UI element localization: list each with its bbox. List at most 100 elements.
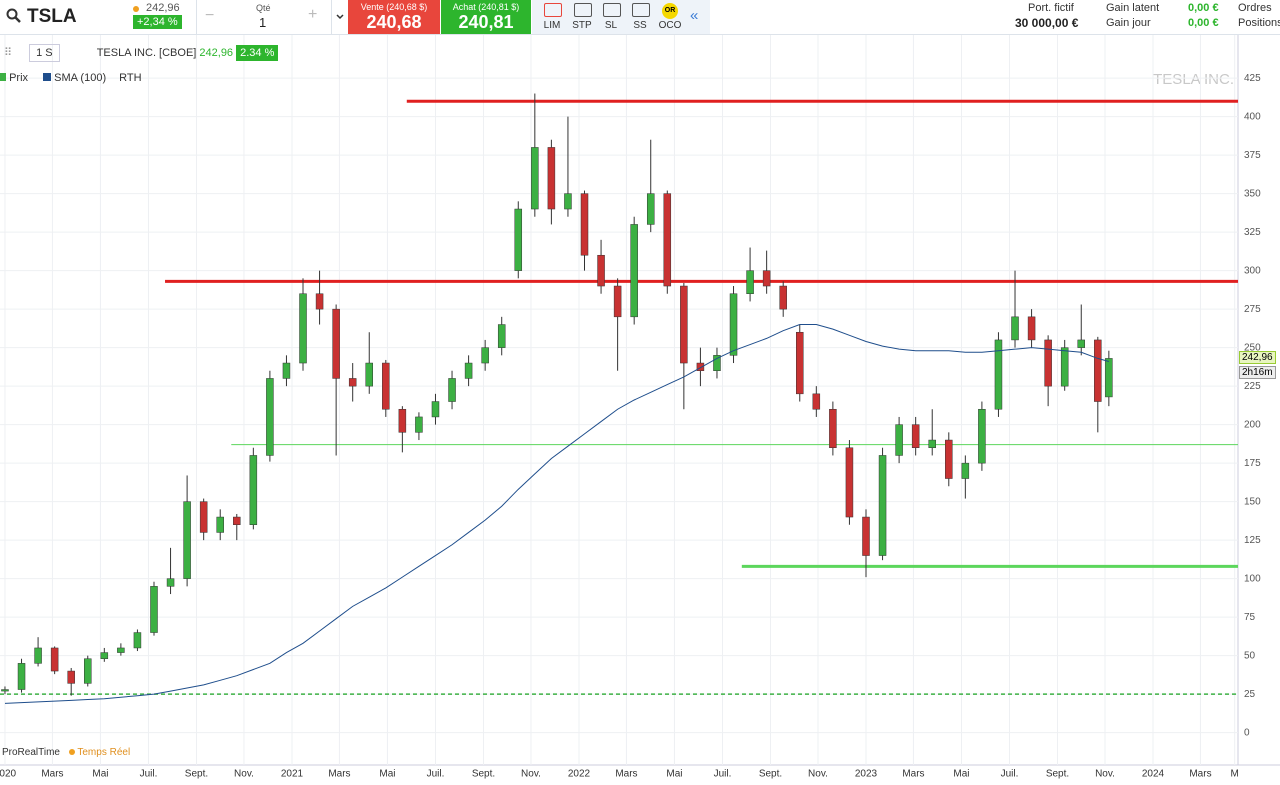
qty-plus[interactable]: + [308, 6, 318, 23]
y-tick-label: 275 [1244, 304, 1261, 315]
y-tick-label: 300 [1244, 265, 1261, 276]
y-tick-label: 50 [1244, 650, 1256, 661]
candle-body [829, 408, 837, 448]
order-type[interactable]: LIM [543, 20, 561, 31]
candle-body [845, 447, 854, 518]
candle-body [514, 208, 523, 271]
candle-body [199, 501, 208, 533]
order-types: LIM STP SL SS OR OCO « [532, 0, 710, 34]
x-tick-label: 2023 [855, 769, 878, 780]
collapse[interactable]: « [690, 7, 699, 24]
search-icon[interactable] [6, 8, 22, 24]
candle-body [1027, 316, 1036, 341]
x-tick-label: Mars [41, 769, 63, 780]
x-tick-label: Mai [953, 769, 969, 780]
symbol[interactable]: TSLA [27, 6, 77, 27]
candle-body [613, 285, 622, 318]
y-tick-label: 350 [1244, 188, 1261, 199]
candle-body [580, 193, 589, 256]
header: TSLA 242,96 +2,34 % − Qté 1 + Vente (240… [0, 0, 1280, 35]
orders-link[interactable]: Ordres [1238, 2, 1272, 14]
candle-body [17, 663, 26, 690]
latent-label: Gain latent [1106, 2, 1160, 14]
candle-body [332, 308, 340, 379]
candle-body [431, 401, 440, 418]
x-tick-label: Juil. [140, 769, 158, 780]
day-label: Gain jour [1106, 17, 1151, 29]
candle-body [183, 501, 191, 579]
plot [0, 93, 1238, 704]
y-tick-label: 375 [1244, 150, 1261, 161]
candle-body [762, 270, 771, 287]
candle-body [746, 270, 754, 294]
candle-body [266, 378, 274, 456]
candle-body [680, 285, 688, 364]
legend-entry[interactable]: Prix [9, 72, 29, 84]
qty[interactable]: 1 [259, 15, 267, 30]
order-type[interactable]: STP [572, 20, 592, 31]
x-tick-label: Nov. [1095, 769, 1115, 780]
buy-button[interactable]: Achat (240,81 $) 240,81 [441, 0, 531, 34]
candle-body [1077, 339, 1085, 348]
qty-minus[interactable]: − [205, 7, 215, 24]
ss-icon[interactable] [632, 3, 650, 17]
grid: 0 25 50 75 100 125 150 175 200 225 250 275 300 325 350… [0, 35, 1261, 780]
candle-body [67, 670, 75, 684]
candle-body [928, 439, 936, 448]
status-dot [133, 6, 139, 12]
x-tick-label: 2021 [281, 769, 304, 780]
y-tick-label: 225 [1244, 381, 1261, 392]
x-tick-label: Mars [1189, 769, 1211, 780]
lim-icon[interactable] [544, 3, 562, 17]
realtime: Temps Réel [77, 747, 131, 758]
candle-body [100, 652, 109, 659]
legend: Prix SMA (100) RTH [0, 72, 142, 84]
watermark: TESLA INC. [1153, 71, 1234, 88]
day-gain: 0,00 € [1188, 17, 1219, 29]
candle-body [166, 578, 175, 587]
positions-link[interactable]: Positions [1238, 17, 1280, 29]
sell-price: 240,68 [366, 12, 422, 32]
x-tick-label: Sept. [185, 769, 208, 780]
y-tick-label: 400 [1244, 111, 1261, 122]
candle-body [911, 424, 920, 448]
candle-body [978, 408, 986, 464]
order-type[interactable]: SS [633, 20, 647, 31]
y-tick-label: 425 [1244, 73, 1261, 84]
order-type[interactable]: SL [604, 20, 618, 31]
instrument: TESLA INC. [CBOE] [96, 47, 197, 59]
candle-body [895, 424, 903, 456]
sell-label: Vente (240,68 $) [360, 2, 428, 12]
stp-icon[interactable] [574, 3, 592, 17]
candle-body [133, 632, 142, 649]
x-tick-label: Nov. [521, 769, 541, 780]
y-tick-label: 100 [1244, 573, 1261, 584]
x-tick-label: Mai [666, 769, 682, 780]
candle-body [34, 647, 42, 664]
candle-body [729, 293, 738, 356]
candle-body [663, 193, 672, 287]
candle-body [282, 362, 291, 379]
last-price: 242,96 [146, 2, 180, 14]
candle-body [646, 193, 655, 225]
sell-button[interactable]: Vente (240,68 $) 240,68 [348, 0, 440, 34]
rth[interactable]: RTH [119, 72, 142, 84]
candle-body [315, 293, 324, 310]
dropdown[interactable] [331, 0, 348, 34]
candle-body [696, 362, 705, 371]
legend-entry[interactable]: SMA (100) [54, 72, 107, 84]
countdown: 2h16m [1239, 366, 1276, 380]
brand: ProRealTime [2, 747, 60, 758]
candle-body [547, 147, 556, 210]
x-tick-label: Nov. [234, 769, 254, 780]
oco-badge[interactable]: OR [662, 3, 678, 19]
order-type[interactable]: OCO [658, 20, 682, 31]
y-tick-label: 75 [1244, 612, 1256, 623]
portfolio: 30 000,00 € [1015, 16, 1079, 30]
candle-body [1094, 339, 1102, 402]
x-tick-label: 2020 [0, 769, 17, 780]
sl-icon[interactable] [603, 3, 621, 17]
candle-body [233, 516, 241, 525]
period[interactable]: 1 S [29, 44, 60, 62]
